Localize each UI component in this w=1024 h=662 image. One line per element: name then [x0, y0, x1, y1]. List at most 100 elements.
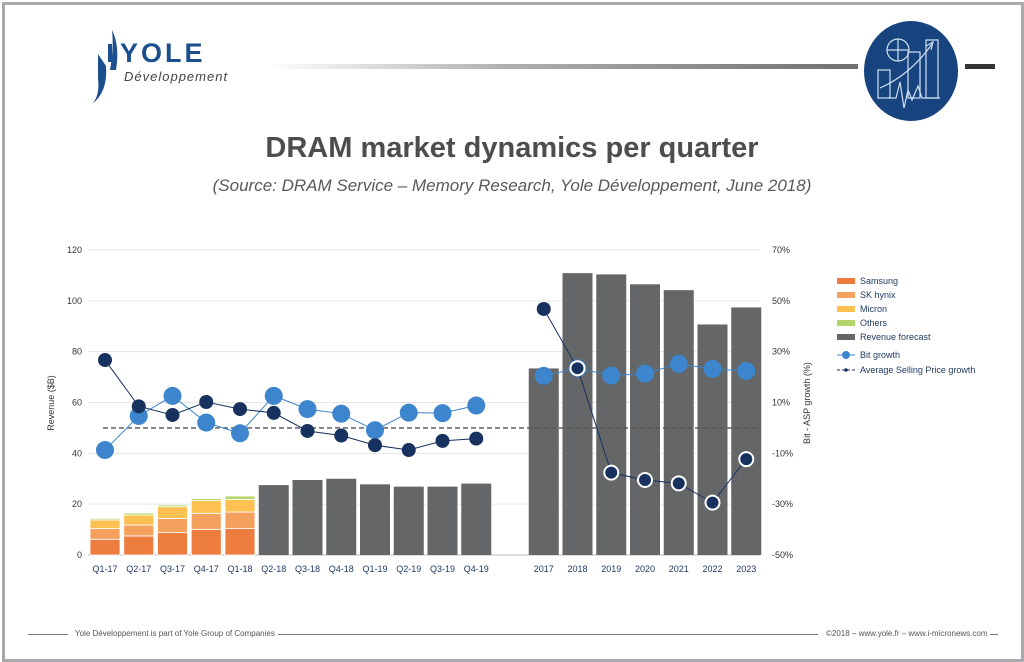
bar-revenue-forecast — [326, 478, 357, 555]
asp-growth-point — [233, 402, 247, 417]
bit-growth-point — [703, 359, 722, 378]
bar-samsung — [157, 532, 188, 556]
footer-rule-left — [28, 634, 68, 635]
y-tick-label: 0 — [77, 550, 82, 560]
footer-right: ©2018 – www.yole.fr – www.i-micronews.co… — [826, 629, 988, 638]
bar-revenue-forecast — [630, 284, 660, 555]
x-tick-label: Q4-18 — [329, 564, 354, 574]
x-tick-label: Q3-19 — [430, 564, 455, 574]
footer-left: Yole Développement is part of Yole Group… — [75, 629, 275, 638]
legend-swatch — [837, 278, 855, 284]
legend-label: Average Selling Price growth — [860, 365, 975, 375]
y-tick-label: 40 — [72, 448, 82, 458]
y-tick-label: 100 — [67, 296, 82, 306]
y2-tick-label: -10% — [772, 448, 793, 458]
bar-sk-hynix — [89, 528, 121, 540]
x-tick-label: 2020 — [635, 564, 655, 574]
asp-growth-point — [131, 399, 146, 414]
bar-micron — [224, 498, 256, 513]
legend-label: Samsung — [860, 276, 898, 286]
bit-growth-point — [737, 361, 756, 380]
y2-tick-label: -30% — [772, 499, 793, 509]
x-tick-label: Q2-18 — [261, 564, 286, 574]
y2-tick-label: 70% — [772, 245, 790, 255]
y2-tick-label: 10% — [772, 398, 790, 408]
y-tick-label: 20 — [72, 499, 82, 509]
footer-rule-right — [990, 634, 998, 635]
svg-text:Développement: Développement — [124, 69, 228, 84]
bar-revenue-forecast — [731, 307, 762, 555]
asp-growth-point — [266, 405, 281, 420]
bit-growth-point — [433, 404, 452, 423]
asp-growth-point — [401, 443, 416, 458]
asp-growth-point — [199, 394, 214, 409]
bar-revenue-forecast — [360, 484, 390, 555]
y-axis-label: Revenue ($B) — [46, 375, 56, 431]
asp-growth-point — [368, 438, 382, 453]
bar-revenue-forecast — [292, 480, 323, 555]
chart-title: DRAM market dynamics per quarter — [265, 132, 759, 164]
bit-growth-point — [467, 396, 486, 415]
x-tick-label: 2017 — [534, 564, 554, 574]
y2-tick-label: 50% — [772, 296, 790, 306]
bar-revenue-forecast — [258, 485, 289, 555]
bit-growth-point — [231, 424, 249, 443]
legend-label: Bit growth — [860, 350, 900, 360]
bit-growth-point — [534, 366, 553, 385]
legend-swatch — [837, 334, 855, 340]
bar-others — [224, 495, 256, 500]
asp-growth-point — [704, 494, 721, 511]
bit-growth-point — [298, 400, 317, 419]
bar-sk-hynix — [157, 518, 188, 534]
legend-swatch — [837, 306, 855, 312]
legend-label: SK hynix — [860, 290, 896, 300]
bar-sk-hynix — [190, 512, 222, 530]
legend-label: Others — [860, 318, 888, 328]
x-tick-label: 2018 — [567, 564, 587, 574]
chart-subtitle: (Source: DRAM Service – Memory Research,… — [212, 176, 812, 195]
asp-growth-point — [334, 428, 349, 443]
bit-growth-point — [96, 441, 114, 460]
bar-sk-hynix — [123, 524, 155, 537]
bit-growth-line — [104, 395, 477, 451]
asp-growth-line — [104, 359, 477, 451]
x-tick-label: Q1-19 — [362, 564, 387, 574]
bar-revenue-forecast — [393, 486, 424, 555]
asp-growth-point — [435, 433, 450, 448]
y-tick-label: 80 — [72, 347, 82, 357]
asp-growth-point — [536, 301, 551, 316]
bit-growth-point — [399, 403, 418, 422]
legend-marker — [842, 351, 850, 359]
bit-growth-point — [636, 364, 654, 383]
bar-revenue-forecast — [562, 273, 593, 555]
y2-tick-label: -50% — [772, 550, 793, 560]
bar-revenue-forecast — [528, 368, 559, 555]
bit-growth-point — [669, 354, 688, 373]
svg-text:YOLE: YOLE — [120, 38, 206, 68]
bit-growth-point — [197, 413, 216, 432]
asp-growth-point — [469, 431, 484, 446]
bar-revenue-forecast — [427, 486, 458, 555]
y2-tick-label: 30% — [772, 347, 790, 357]
bar-micron — [123, 514, 155, 526]
x-tick-label: Q2-17 — [126, 564, 151, 574]
x-tick-label: Q4-17 — [194, 564, 219, 574]
bar-revenue-forecast — [461, 483, 492, 555]
bar-micron — [157, 506, 188, 519]
bar-others — [89, 518, 121, 521]
bar-micron — [89, 519, 121, 529]
asp-growth-point — [670, 475, 687, 492]
market-research-emblem-icon — [864, 21, 958, 121]
x-tick-label: Q2-19 — [396, 564, 421, 574]
x-tick-label: Q1-17 — [92, 564, 117, 574]
x-tick-label: Q4-19 — [464, 564, 489, 574]
x-tick-label: Q3-17 — [160, 564, 185, 574]
bit-growth-point — [332, 404, 351, 423]
legend-swatch — [837, 320, 855, 326]
bar-revenue-forecast — [697, 324, 728, 555]
bar-sk-hynix — [224, 511, 256, 529]
header-rule — [268, 64, 858, 69]
bar-samsung — [190, 528, 222, 556]
